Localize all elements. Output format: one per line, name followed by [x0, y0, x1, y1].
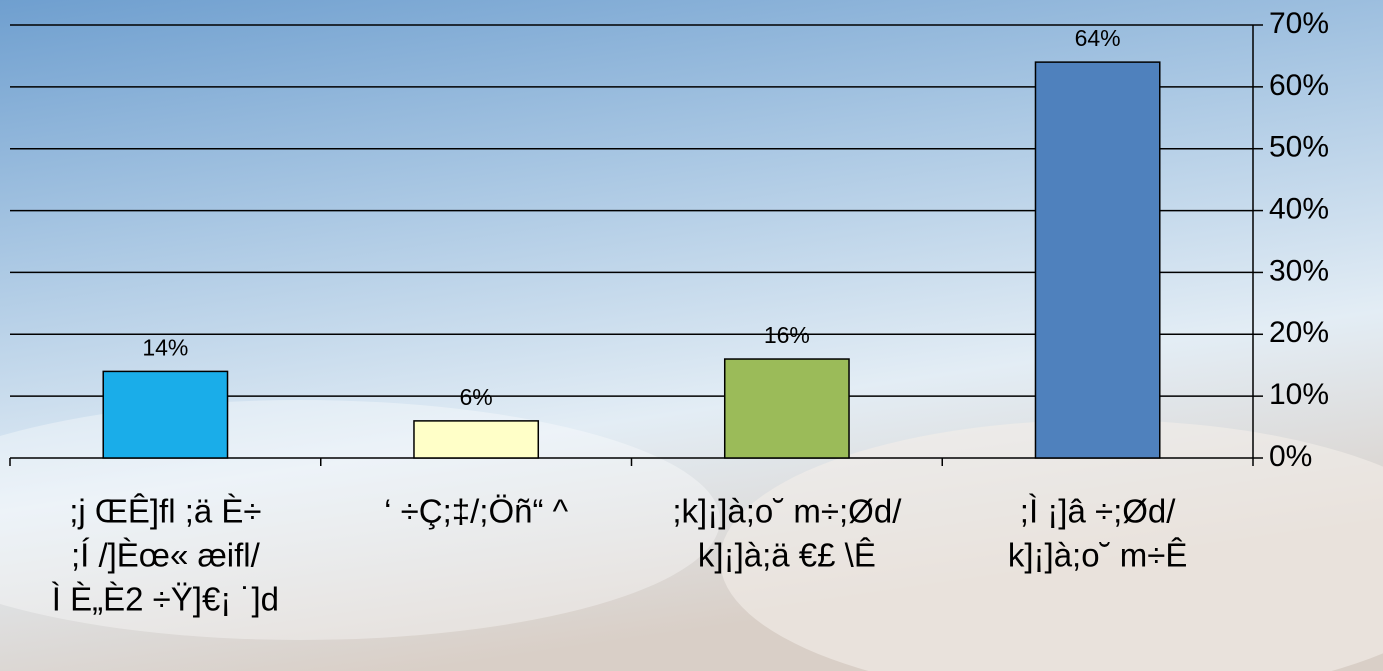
x-tick-label: ;Í /]Èœ« æifl/: [71, 537, 261, 574]
x-tick-label: k]¡]à;o˘ m÷Ê: [1008, 537, 1187, 574]
cloud: [0, 400, 720, 640]
y-tick-label: 40%: [1269, 192, 1329, 225]
bar: [102, 370, 229, 459]
y-tick-label: 20%: [1269, 316, 1329, 349]
x-tick-label: k]¡]à;ä €£ \Ê: [698, 537, 876, 574]
x-tick-label: ;k]¡]à;o˘ m÷;Ød/: [672, 493, 902, 530]
data-label: 64%: [1075, 25, 1121, 51]
y-tick-label: 50%: [1269, 131, 1329, 164]
y-tick-label: 30%: [1269, 254, 1329, 287]
cloud: [720, 420, 1383, 671]
bar: [1034, 61, 1161, 459]
y-tick-label: 70%: [1269, 7, 1329, 40]
data-label: 14%: [142, 334, 188, 360]
y-tick-label: 0%: [1269, 440, 1312, 473]
x-tick-label: Ì È„È2 ÷Ÿ]€¡ ˙]d: [52, 581, 279, 618]
data-label: 6%: [460, 384, 493, 410]
y-tick-label: 60%: [1269, 69, 1329, 102]
bar: [723, 358, 850, 459]
bar: [413, 420, 540, 459]
x-tick-label: ;Ì ¡]â ÷;Ød/: [1020, 493, 1176, 530]
data-label: 16%: [764, 322, 810, 348]
x-tick-label: ‘ ÷Ç;‡/;Öñ“ ^: [384, 493, 568, 530]
y-tick-label: 10%: [1269, 378, 1329, 411]
x-tick-label: ;j ŒÊ]fl ;ä È÷: [69, 493, 261, 530]
